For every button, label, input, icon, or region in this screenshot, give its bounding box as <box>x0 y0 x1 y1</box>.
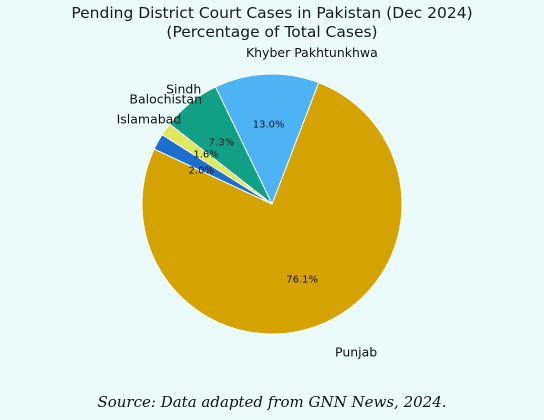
source-note: Source: Data adapted from GNN News, 2024… <box>97 393 447 411</box>
pie-value-label: 76.1% <box>286 275 318 286</box>
pie-value-label: 1.6% <box>193 150 218 161</box>
chart-title-block: Pending District Court Cases in Pakistan… <box>0 4 544 42</box>
pie-category-label: Islamabad <box>117 112 182 127</box>
pie-slice-punjab <box>141 82 403 335</box>
pie-category-label: Khyber Pakhtunkhwa <box>246 45 378 60</box>
pie-value-label: 2.0% <box>189 165 214 176</box>
chart-title: Pending District Court Cases in Pakistan… <box>71 4 473 22</box>
pie-category-label: Sindh <box>166 82 201 97</box>
chart-subtitle: (Percentage of Total Cases) <box>166 23 378 41</box>
pie-category-label: Punjab <box>335 344 377 359</box>
pie-category-label: Balochistan <box>129 92 202 107</box>
pie-slice-islamabad <box>153 134 273 205</box>
pie-slice-khyber-pakhtunkhwa <box>214 73 320 206</box>
pie-value-label: 7.3% <box>209 137 234 148</box>
pie-value-label: 13.0% <box>253 119 285 130</box>
